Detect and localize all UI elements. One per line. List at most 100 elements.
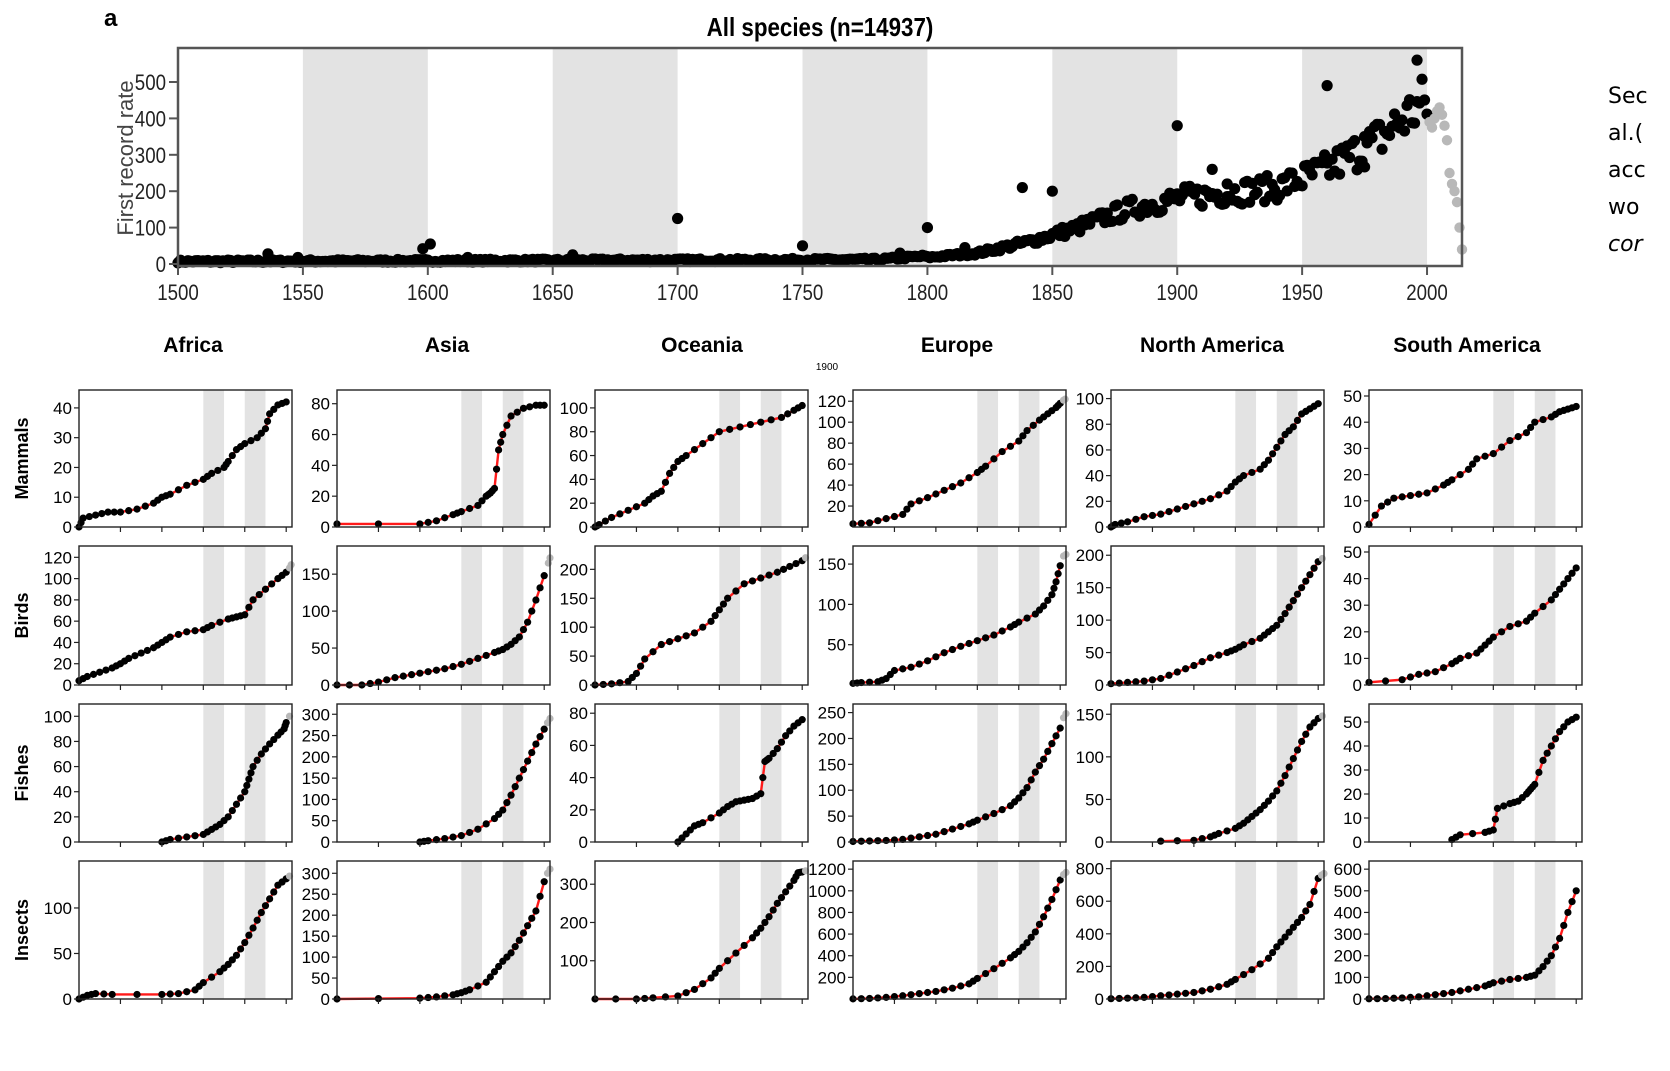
series-point (1556, 934, 1564, 943)
series-point-faded (287, 561, 295, 569)
y-tick-label: 500 (135, 72, 166, 96)
series-point (1269, 450, 1277, 458)
side-note-line-3: acc (1608, 158, 1646, 183)
series-point (1206, 985, 1215, 993)
series-point (674, 635, 682, 643)
series-point (137, 649, 145, 657)
series-point (237, 612, 245, 620)
series-point (1477, 645, 1485, 653)
y-tick-label: 100 (560, 399, 588, 418)
series-point (366, 679, 374, 688)
series-point (270, 405, 278, 413)
series-point (624, 506, 632, 514)
y-tick-label: 60 (569, 736, 588, 755)
data-point-outlier (1016, 181, 1028, 194)
series-point (249, 762, 257, 771)
series-point (466, 828, 474, 837)
series-point (865, 678, 874, 686)
series-point (715, 428, 723, 436)
panel-birds-south-america: 0 10 20 30 40 50 (1343, 543, 1583, 695)
panel-birds-asia: 0 50 100 150 (302, 545, 554, 695)
series-point (957, 982, 965, 990)
series-point (616, 510, 624, 518)
y-tick-label: 20 (1343, 466, 1362, 485)
shaded-band (461, 704, 483, 842)
y-tick-label: 0 (1353, 676, 1362, 695)
series-point (1293, 918, 1302, 927)
series-point (528, 914, 536, 922)
y-tick-label: 600 (818, 925, 846, 944)
series-point (777, 413, 786, 422)
series-point (536, 401, 544, 409)
series-point (1054, 401, 1062, 410)
series-point (203, 828, 212, 836)
shaded-band (760, 861, 782, 999)
series-point (278, 878, 286, 886)
series-point (1543, 957, 1551, 965)
series-point (424, 668, 432, 676)
series-point (441, 514, 449, 522)
series-point (519, 929, 528, 937)
series-point-faded (1318, 712, 1326, 720)
data-point (1119, 209, 1131, 221)
panel-frame (852, 860, 1067, 1000)
panel-frame (1368, 545, 1583, 686)
shaded-band (760, 546, 782, 685)
series-point (907, 500, 915, 508)
series-point (1227, 978, 1235, 986)
series-point (79, 675, 87, 683)
series-point (1302, 577, 1310, 585)
series-point (1215, 651, 1223, 659)
series-point (665, 638, 674, 646)
series-point (973, 637, 981, 645)
data-point (1286, 167, 1298, 179)
series-point (497, 438, 505, 446)
series-point (511, 637, 519, 645)
series-point (1535, 768, 1543, 777)
data-point (1333, 168, 1346, 180)
series-point (1227, 647, 1235, 655)
shaded-band (1018, 390, 1040, 527)
series-point (899, 665, 907, 673)
shaded-band (1493, 861, 1515, 999)
y-tick-label: 1200 (808, 860, 846, 879)
series-point (990, 631, 998, 639)
series-point (241, 938, 249, 947)
series-point (495, 446, 503, 454)
series-point (515, 936, 523, 944)
series-point (1293, 746, 1302, 754)
data-point (1211, 188, 1223, 200)
shaded-band (1235, 861, 1257, 999)
series-point (690, 445, 699, 454)
region-label: North America (1140, 334, 1284, 357)
y-tick-label: 0 (1353, 833, 1362, 852)
series-point (278, 571, 286, 580)
shaded-band (1534, 704, 1556, 842)
series-point (449, 833, 457, 841)
series-point (1431, 991, 1439, 999)
series-point (183, 988, 191, 996)
shaded-band (502, 704, 524, 842)
series-point (1551, 735, 1560, 743)
series-point (711, 969, 719, 977)
series-point (1481, 452, 1489, 460)
series-point (232, 800, 241, 808)
y-tick-label: 50 (569, 647, 588, 666)
shaded-band (1534, 390, 1556, 527)
taxon-label: Insects (12, 899, 32, 961)
series-point (1384, 498, 1392, 506)
series-point (1423, 489, 1431, 497)
series-point (91, 511, 100, 519)
series-point (432, 666, 441, 674)
series-point (457, 832, 465, 840)
y-tick-label: 0 (63, 676, 72, 695)
panel-frame (78, 860, 293, 1000)
data-point-faded (1449, 186, 1460, 197)
series-point (1531, 418, 1539, 426)
y-tick-label: 80 (311, 395, 330, 414)
y-tick-label: 40 (311, 456, 330, 475)
series-point (1198, 834, 1206, 843)
x-tick-label: 1900 (1156, 282, 1198, 306)
series-point (1035, 606, 1044, 614)
series-point (1572, 564, 1580, 572)
